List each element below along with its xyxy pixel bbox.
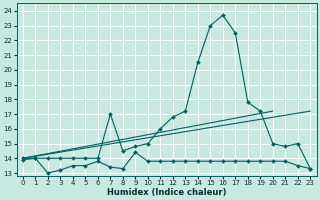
X-axis label: Humidex (Indice chaleur): Humidex (Indice chaleur) [107,188,226,197]
